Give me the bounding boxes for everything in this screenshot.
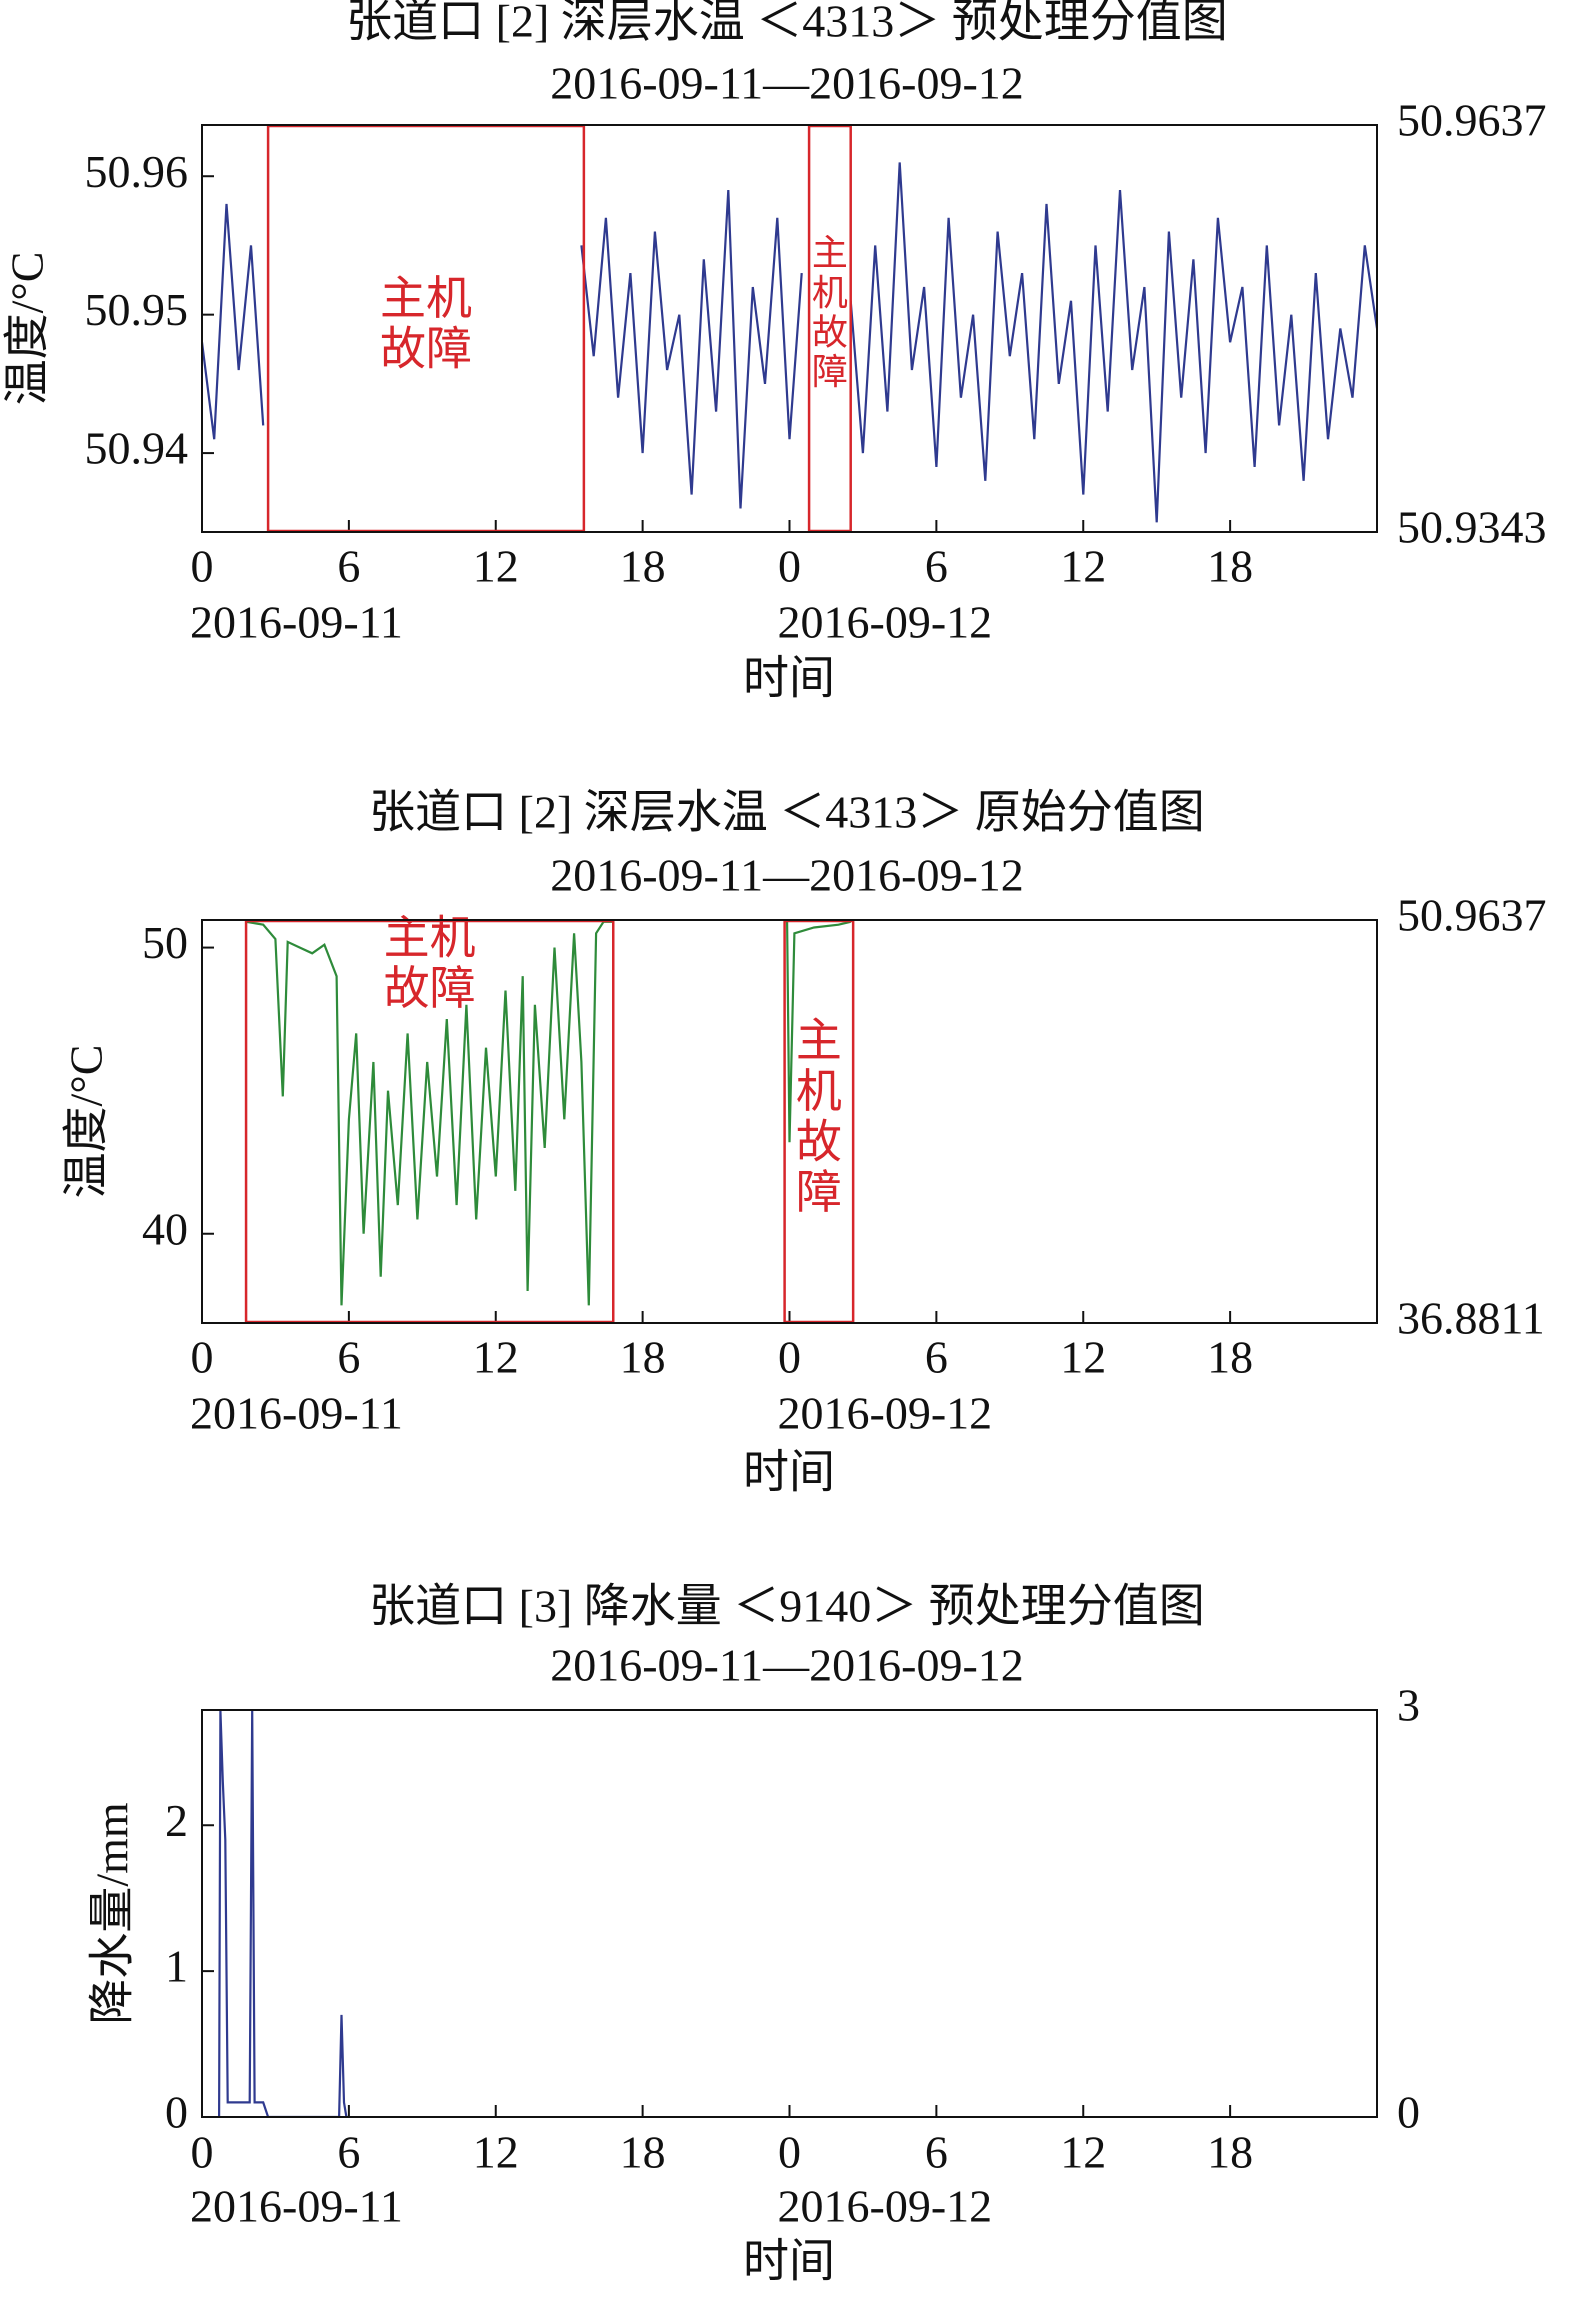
series-line	[202, 162, 1377, 523]
x-axis-label: 时间	[743, 1447, 835, 1498]
series-line	[218, 1710, 348, 2117]
date-label: 2016-09-11	[190, 1388, 403, 1439]
x-tick-label: 6	[925, 1332, 948, 1383]
x-tick-label: 18	[1207, 541, 1253, 592]
fault-label: 故障	[380, 323, 472, 374]
y2-tick-label: 50.9343	[1397, 502, 1547, 553]
y2-tick-label: 3	[1397, 1680, 1420, 1731]
x-tick-label: 6	[337, 1332, 360, 1383]
date-label: 2016-09-11	[190, 2181, 403, 2232]
y2-tick-label: 50.9637	[1397, 890, 1547, 941]
fault-label: 障	[812, 352, 848, 392]
fault-label: 主机	[380, 273, 472, 324]
x-tick-label: 18	[620, 541, 666, 592]
x-tick-label: 0	[778, 2127, 801, 2178]
y-tick-label: 1	[165, 1941, 188, 1992]
x-tick-label: 18	[1207, 2127, 1253, 2178]
chart: 张道口 [2] 深层水温 ＜4313＞ 预处理分值图 2016-09-11—201…	[2, 0, 1547, 704]
fault-label: 障	[796, 1167, 842, 1218]
fault-label: 故障	[384, 963, 476, 1014]
x-tick-label: 6	[925, 2127, 948, 2178]
chart-title: 张道口 [2] 深层水温 ＜4313＞ 预处理分值图	[346, 0, 1228, 47]
x-axis-label: 时间	[743, 653, 835, 704]
fault-label: 主	[796, 1015, 842, 1066]
x-tick-label: 0	[778, 1332, 801, 1383]
x-tick-label: 0	[191, 2127, 214, 2178]
chart: 张道口 [3] 降水量 ＜9140＞ 预处理分值图 2016-09-11—2016…	[87, 1581, 1420, 2287]
y-tick-label: 50.94	[85, 423, 189, 474]
y-axis-label: 温度/°C	[61, 1045, 112, 1199]
x-tick-label: 18	[620, 1332, 666, 1383]
x-tick-label: 0	[191, 541, 214, 592]
series-line	[245, 920, 851, 1306]
fault-label: 主	[812, 233, 848, 273]
x-tick-label: 12	[1060, 2127, 1106, 2178]
chart: 张道口 [2] 深层水温 ＜4313＞ 原始分值图 2016-09-11—2016…	[61, 787, 1547, 1498]
chart-subtitle: 2016-09-11—2016-09-12	[550, 850, 1024, 901]
x-tick-label: 0	[191, 1332, 214, 1383]
x-tick-label: 18	[620, 2127, 666, 2178]
chart-subtitle: 2016-09-11—2016-09-12	[550, 58, 1024, 109]
fault-label: 故	[796, 1116, 842, 1167]
y-axis-label: 降水量/mm	[87, 1802, 138, 2025]
fault-label: 主机	[384, 913, 476, 964]
y-tick-label: 50.96	[85, 146, 189, 197]
y-axis-label: 温度/°C	[2, 252, 53, 406]
x-tick-label: 0	[778, 541, 801, 592]
x-axis-label: 时间	[743, 2236, 835, 2287]
x-tick-label: 12	[1060, 541, 1106, 592]
y2-tick-label: 36.8811	[1397, 1293, 1545, 1344]
plot-frame	[201, 1709, 1378, 2118]
date-label: 2016-09-12	[778, 2181, 993, 2232]
y-tick-label: 50	[142, 917, 188, 968]
date-label: 2016-09-12	[778, 1388, 993, 1439]
y-tick-label: 0	[165, 2087, 188, 2138]
x-tick-label: 6	[925, 541, 948, 592]
plot-frame	[201, 919, 1378, 1324]
chart-title: 张道口 [3] 降水量 ＜9140＞ 预处理分值图	[369, 1581, 1205, 1632]
date-label: 2016-09-12	[778, 597, 993, 648]
chart-title: 张道口 [2] 深层水温 ＜4313＞ 原始分值图	[369, 787, 1205, 838]
x-tick-label: 12	[473, 1332, 519, 1383]
date-label: 2016-09-11	[190, 597, 403, 648]
x-tick-label: 12	[1060, 1332, 1106, 1383]
x-tick-label: 12	[473, 2127, 519, 2178]
y2-tick-label: 0	[1397, 2087, 1420, 2138]
y2-tick-label: 50.9637	[1397, 95, 1547, 146]
plot-frame	[201, 124, 1378, 533]
fault-label: 机	[812, 273, 848, 313]
fault-label: 故	[812, 312, 848, 352]
y-tick-label: 2	[165, 1795, 188, 1846]
x-tick-label: 12	[473, 541, 519, 592]
x-tick-label: 6	[337, 541, 360, 592]
x-tick-label: 6	[337, 2127, 360, 2178]
chart-subtitle: 2016-09-11—2016-09-12	[550, 1640, 1024, 1691]
y-tick-label: 50.95	[85, 284, 189, 335]
x-tick-label: 18	[1207, 1332, 1253, 1383]
fault-label: 机	[796, 1066, 842, 1117]
y-tick-label: 40	[142, 1203, 188, 1254]
